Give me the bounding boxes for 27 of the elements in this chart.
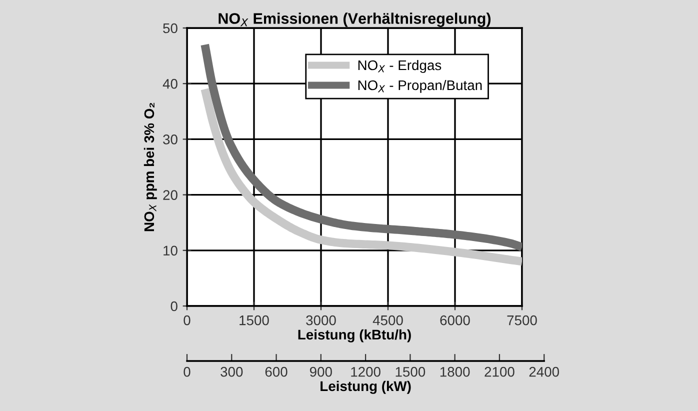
- x2-tick-label: 1800: [440, 366, 470, 377]
- legend-label: NO$_{X}$ - Propan/Butan: [358, 80, 482, 93]
- y-axis-title: NO$_{X}$ ppm bei 3% O₂: [144, 102, 157, 232]
- x-axis-title: Leistung (kBtu/h): [298, 329, 411, 342]
- chart-title: NO$_{X}$ Emissionen (Verhältnisregelung): [218, 12, 491, 27]
- legend-label: NO$_{X}$ - Erdgas: [358, 60, 442, 73]
- x-tick-label: 4500: [372, 315, 403, 326]
- x2-axis-title: Leistung (kW): [320, 380, 411, 394]
- y-tick-label: 0: [170, 301, 178, 312]
- y-tick-label: 40: [162, 78, 178, 89]
- x-tick-label: 6000: [440, 315, 470, 326]
- x-tick-label: 7500: [507, 315, 537, 326]
- x2-tick-label: 300: [220, 366, 243, 377]
- y-tick-label: 30: [163, 134, 178, 144]
- x2-tick-label: 1200: [351, 366, 380, 377]
- y-tick-label: 50: [163, 23, 178, 34]
- x2-tick-label: 900: [310, 366, 332, 377]
- y-tick-label: 10: [164, 246, 178, 256]
- x2-tick-label: 2100: [484, 366, 514, 377]
- x-tick-label: 0: [184, 315, 190, 326]
- x2-tick-label: 0: [184, 366, 190, 377]
- y-tick-label: 20: [163, 190, 178, 200]
- x2-tick-label: 2400: [529, 366, 560, 377]
- x-tick-label: 1500: [240, 315, 269, 326]
- x2-tick-label: 600: [265, 366, 288, 377]
- x2-tick-label: 1500: [396, 366, 426, 377]
- x-tick-label: 3000: [306, 315, 336, 326]
